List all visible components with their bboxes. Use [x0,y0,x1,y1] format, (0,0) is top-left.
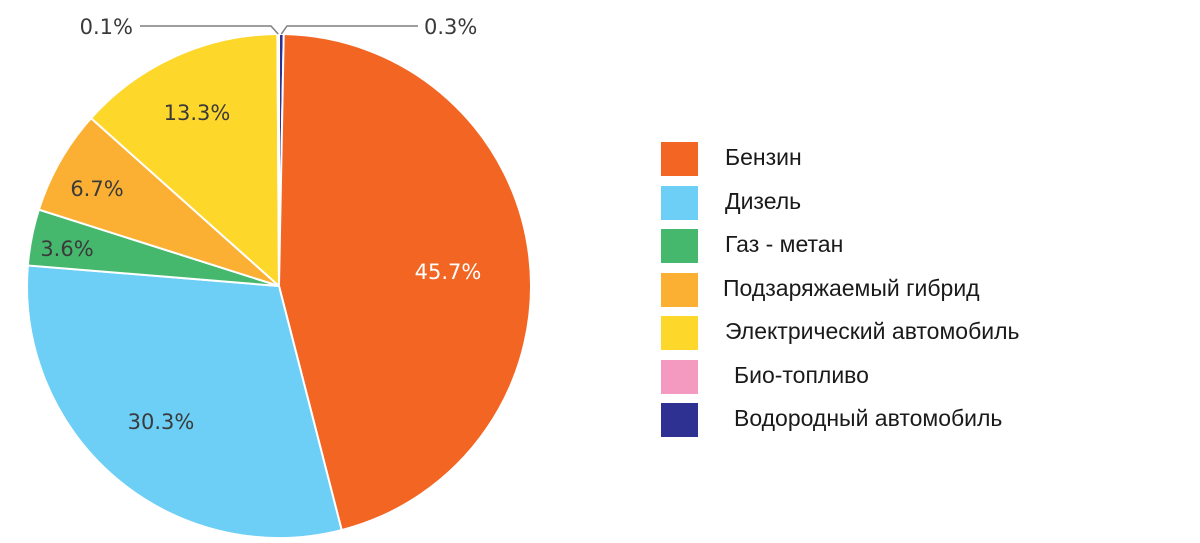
pie-slice-дизель [26,264,343,539]
legend-swatch [661,142,698,176]
pie-slice-электрический-автомобиль [89,32,281,289]
legend-swatch [661,403,698,437]
legend-label: Водородный автомобиль [734,405,1003,431]
legend-swatch [661,229,698,263]
legend-swatch [661,316,698,350]
legend-label: Электрический автомобиль [725,318,1020,344]
legend-label: Дизель [725,187,802,214]
pie-chart: 45.7% 30.3% 3.6% 6.7% 13.3% 0.1% 0.3% [26,15,532,539]
legend-label: Газ - метан [725,231,844,257]
slice-label-газ-метан: 3.6% [40,237,93,261]
slice-label-подзаряжаемый-гибрид: 6.7% [70,177,123,201]
legend-swatch [661,272,698,307]
pie-slice-бензин [277,33,532,532]
leader-line-био-топливо [140,25,279,35]
leader-line-водородный-автомобиль [280,25,418,35]
legend-swatch [661,185,698,220]
slice-label-бензин: 45.7% [415,260,482,284]
slice-label-дизель: 30.3% [128,410,195,434]
slice-label-био-топливо: 0.1% [80,15,133,39]
legend-label: Подзаряжаемый гибрид [723,274,980,301]
legend-swatch [661,359,698,394]
legend-label: Био-топливо [734,361,869,388]
pie-slice-подзаряжаемый-гибрид [37,116,280,287]
legend-label: Бензин [725,144,802,170]
slice-label-водородный-автомобиль: 0.3% [424,15,477,39]
slice-label-электрический-автомобиль: 13.3% [164,101,231,125]
